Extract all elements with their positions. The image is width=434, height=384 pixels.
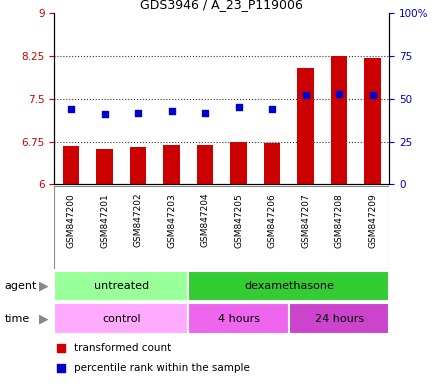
Text: control: control xyxy=(102,314,140,324)
Bar xyxy=(288,303,388,334)
Text: GSM847208: GSM847208 xyxy=(334,193,343,248)
Bar xyxy=(96,149,113,184)
Point xyxy=(68,106,75,112)
Text: GSM847204: GSM847204 xyxy=(200,193,209,247)
Point xyxy=(57,365,64,371)
Bar xyxy=(54,303,188,334)
Text: GSM847206: GSM847206 xyxy=(267,193,276,248)
Text: GSM847205: GSM847205 xyxy=(233,193,243,248)
Bar xyxy=(129,147,146,184)
Text: ▶: ▶ xyxy=(39,280,49,293)
Bar xyxy=(188,303,288,334)
Text: 4 hours: 4 hours xyxy=(217,314,259,324)
Point xyxy=(101,111,108,118)
Point xyxy=(335,91,342,97)
Text: transformed count: transformed count xyxy=(74,343,171,353)
Text: GSM847201: GSM847201 xyxy=(100,193,109,248)
Bar xyxy=(330,56,347,184)
Text: GSM847202: GSM847202 xyxy=(133,193,142,247)
Point xyxy=(135,109,141,116)
Text: dexamethasone: dexamethasone xyxy=(243,281,333,291)
Text: agent: agent xyxy=(4,281,36,291)
Bar xyxy=(54,271,188,301)
Text: GSM847209: GSM847209 xyxy=(367,193,376,248)
Text: percentile rank within the sample: percentile rank within the sample xyxy=(74,363,250,373)
Text: GSM847203: GSM847203 xyxy=(167,193,176,248)
Text: ▶: ▶ xyxy=(39,312,49,325)
Bar xyxy=(363,58,380,184)
Point xyxy=(268,106,275,112)
Point xyxy=(57,345,64,351)
Point xyxy=(168,108,174,114)
Text: GSM847200: GSM847200 xyxy=(66,193,76,248)
Bar xyxy=(163,145,180,184)
Text: GSM847207: GSM847207 xyxy=(300,193,309,248)
Text: untreated: untreated xyxy=(94,281,148,291)
Text: time: time xyxy=(4,314,30,324)
Text: 24 hours: 24 hours xyxy=(314,314,363,324)
Bar xyxy=(296,68,313,184)
Bar xyxy=(188,271,388,301)
Point xyxy=(302,93,309,99)
Title: GDS3946 / A_23_P119006: GDS3946 / A_23_P119006 xyxy=(140,0,302,11)
Bar xyxy=(62,146,79,184)
Bar xyxy=(263,143,280,184)
Bar xyxy=(230,142,247,184)
Point xyxy=(234,104,241,111)
Bar xyxy=(196,145,213,184)
Point xyxy=(201,109,208,116)
Point xyxy=(368,93,375,99)
